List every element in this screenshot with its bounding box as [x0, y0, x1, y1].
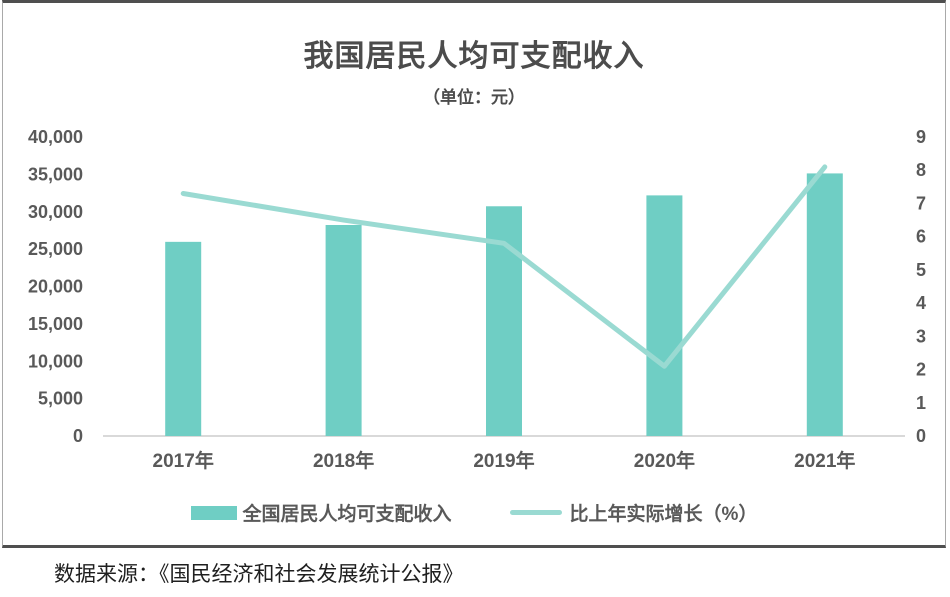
- chart-subtitle: （单位：元）: [423, 88, 525, 107]
- bar-2018年: [325, 224, 362, 436]
- chart-panel: 我国居民人均可支配收入 （单位：元） 0 5,000 10,000 15,000 20,…: [2, 0, 946, 548]
- right-axis-tick-label: 8: [916, 160, 926, 180]
- left-axis-tick-label: 15,000: [28, 314, 83, 334]
- x-axis-label-2017年: 2017年: [153, 449, 214, 472]
- right-axis-tick-label: 0: [916, 426, 926, 446]
- x-axis-label-2020年: 2020年: [634, 449, 695, 472]
- left-axis-tick-label: 40,000: [28, 127, 83, 147]
- x-axis-label-2018年: 2018年: [313, 449, 374, 472]
- legend-item-growth: 比上年实际增长（%）: [509, 499, 758, 526]
- bar-2020年: [646, 195, 683, 436]
- left-axis-tick-label: 20,000: [28, 277, 83, 297]
- right-axis-tick-label: 1: [916, 393, 926, 413]
- legend-item-income: 全国居民人均可支配收入: [190, 499, 452, 526]
- right-axis-tick-label: 4: [916, 293, 926, 313]
- right-axis-tick-label: 9: [916, 127, 926, 147]
- left-axis-tick-label: 35,000: [28, 164, 83, 184]
- left-axis-tick-label: 0: [73, 426, 83, 446]
- right-axis-tick-label: 6: [916, 227, 926, 247]
- left-axis-tick-label: 25,000: [28, 239, 83, 259]
- chart-legend: 全国居民人均可支配收入 比上年实际增长（%）: [3, 499, 945, 526]
- bar-2021年: [806, 173, 843, 436]
- x-axis-label-2021年: 2021年: [794, 449, 855, 472]
- right-axis-tick-label: 5: [916, 260, 926, 280]
- left-axis-tick-label: 5,000: [38, 389, 83, 409]
- growth-line: [180, 164, 828, 369]
- line-series-swatch-icon: [509, 510, 562, 515]
- data-source-note: 数据来源：《国民经济和社会发展统计公报》: [54, 562, 464, 586]
- chart-plot-area: 0 5,000 10,000 15,000 20,000 25,000 30,000 35,0…: [28, 127, 926, 472]
- left-axis-tick-label: 10,000: [28, 351, 83, 371]
- left-axis-tick-label: 30,000: [28, 202, 83, 222]
- right-axis-tick-label: 3: [916, 326, 926, 346]
- x-axis-label-2019年: 2019年: [473, 449, 534, 472]
- right-axis-tick-label: 2: [916, 360, 926, 380]
- legend-label-growth: 比上年实际增长（%）: [569, 504, 758, 525]
- legend-label-income: 全国居民人均可支配收入: [242, 504, 452, 525]
- chart-title: 我国居民人均可支配收入: [303, 40, 645, 73]
- bar-series-swatch-icon: [190, 505, 237, 520]
- bar-2017年: [165, 241, 202, 436]
- right-axis-tick-label: 7: [916, 193, 926, 213]
